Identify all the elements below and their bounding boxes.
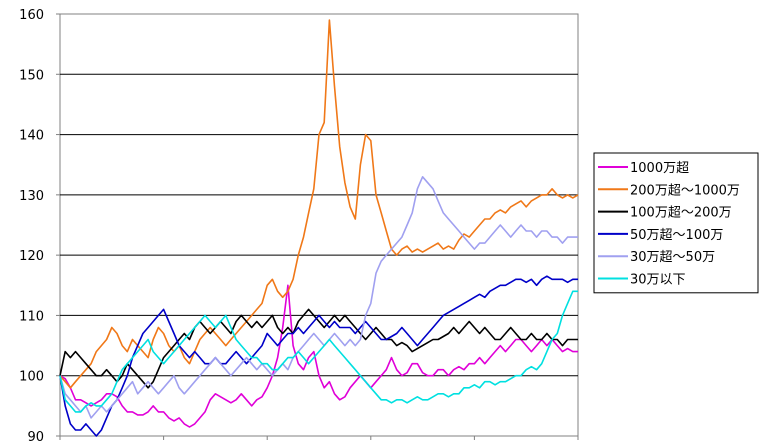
- legend-label: 200万超～1000万: [630, 183, 740, 198]
- series-line-4: [59, 176, 578, 419]
- legend-label: 100万超～200万: [630, 206, 732, 221]
- y-tick-label: 100: [19, 370, 44, 385]
- plot-area-border: [59, 13, 579, 437]
- legend-label: 30万超～50万: [630, 250, 715, 265]
- legend: 1000万超 200万超～1000万 100万超～200万 50万超～100万 30万超…: [593, 152, 759, 294]
- legend-label: 50万超～100万: [630, 228, 723, 243]
- series-line-0: [59, 284, 578, 428]
- legend-box: [593, 152, 759, 294]
- gridlines: [59, 13, 579, 437]
- y-tick-label: 140: [19, 129, 44, 144]
- series-line-1: [59, 19, 579, 389]
- legend-label: 1000万超: [630, 161, 689, 176]
- y-tick-label: 160: [19, 8, 44, 23]
- y-tick-label: 130: [19, 189, 44, 204]
- legend-label: 30万以下: [630, 273, 686, 288]
- y-tick-label: 90: [27, 430, 44, 445]
- series-group: [59, 19, 579, 437]
- y-tick-label: 150: [19, 68, 44, 83]
- series-line-2: [59, 308, 578, 389]
- series-line-5: [59, 290, 578, 413]
- y-axis: 90 100 110 120 130 140 150 160: [19, 8, 579, 445]
- series-line-3: [59, 275, 578, 437]
- y-tick-label: 110: [19, 309, 44, 324]
- y-tick-label: 120: [19, 249, 44, 264]
